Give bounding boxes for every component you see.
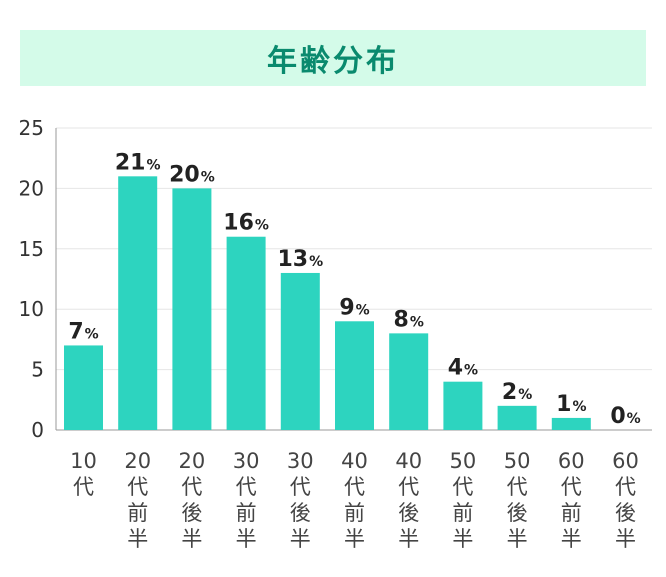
- bar: [172, 188, 212, 430]
- x-tick-label: 50 代前半: [450, 449, 477, 551]
- x-tick-label: 40 代後半: [395, 449, 422, 551]
- x-tick-label: 20 代後半: [179, 449, 206, 551]
- bar: [389, 333, 429, 430]
- y-tick-label: 5: [31, 358, 44, 382]
- chart-title-bar: 年齢分布: [20, 30, 646, 86]
- data-label: 20%: [169, 162, 215, 187]
- x-tick-label: 50 代後半: [504, 449, 531, 551]
- x-tick-label: 30 代前半: [233, 449, 260, 551]
- data-label: 2%: [502, 380, 532, 405]
- data-label: 7%: [68, 319, 98, 344]
- x-tick-label: 60 代後半: [612, 449, 639, 551]
- bar: [335, 321, 374, 430]
- bar: [497, 405, 537, 430]
- data-label: 4%: [448, 356, 478, 381]
- data-label: 1%: [556, 392, 586, 417]
- y-tick-label: 15: [19, 237, 44, 261]
- x-tick-label: 30 代後半: [287, 449, 314, 551]
- bar: [443, 381, 483, 430]
- data-label: 16%: [223, 211, 269, 236]
- bar: [64, 345, 103, 430]
- x-tick-label: 60 代前半: [558, 449, 585, 551]
- x-tick-label: 10 代: [70, 449, 97, 499]
- data-label: 9%: [339, 295, 369, 320]
- bar: [226, 236, 266, 430]
- bar: [280, 272, 320, 430]
- chart-title: 年齢分布: [267, 44, 399, 79]
- data-label: 13%: [277, 247, 323, 272]
- data-label: 21%: [115, 150, 161, 175]
- x-tick-label: 40 代前半: [341, 449, 368, 551]
- x-tick-label: 20 代前半: [124, 449, 151, 551]
- bar: [551, 417, 591, 430]
- data-label: 8%: [394, 307, 424, 332]
- bar: [118, 176, 158, 430]
- y-tick-label: 25: [19, 116, 44, 140]
- y-tick-label: 10: [19, 297, 44, 321]
- y-tick-label: 0: [31, 418, 44, 442]
- data-label: 0%: [610, 404, 640, 429]
- y-tick-label: 20: [19, 176, 44, 200]
